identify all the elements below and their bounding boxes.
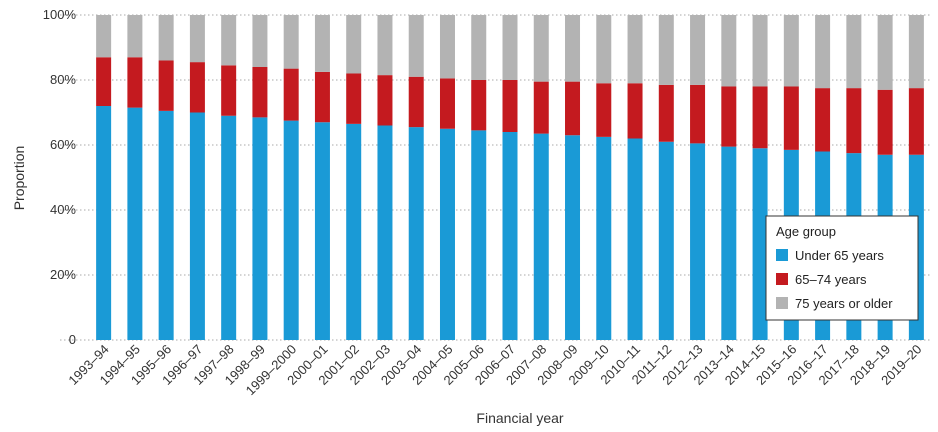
bar-segment-under-65-years	[158, 110, 174, 340]
bar-segment-65-74-years	[690, 84, 706, 144]
bar-segment-75-years-or-older	[96, 15, 112, 58]
bar-segment-under-65-years	[377, 125, 393, 340]
bar-segment-65-74-years	[158, 60, 174, 111]
bar-segment-under-65-years	[752, 148, 768, 340]
bar-segment-under-65-years	[533, 133, 549, 340]
bar-segment-75-years-or-older	[189, 15, 205, 63]
bar-segment-65-74-years	[377, 75, 393, 126]
bar-segment-75-years-or-older	[314, 15, 330, 72]
bar-segment-75-years-or-older	[658, 15, 674, 85]
legend-swatch-under-65	[776, 249, 788, 261]
legend-swatch-75-plus	[776, 297, 788, 309]
bar-segment-75-years-or-older	[690, 15, 706, 85]
bar-segment-65-74-years	[783, 86, 799, 150]
y-tick-label: 60%	[50, 137, 76, 152]
bar-segment-75-years-or-older	[596, 15, 612, 84]
bar-segment-75-years-or-older	[721, 15, 737, 87]
legend-title: Age group	[776, 224, 836, 239]
bar-segment-65-74-years	[127, 57, 143, 108]
bar-segment-75-years-or-older	[377, 15, 393, 76]
bar-segment-65-74-years	[846, 88, 862, 154]
legend-label-under-65: Under 65 years	[795, 248, 884, 263]
bar-segment-under-65-years	[189, 112, 205, 340]
bar-segment-65-74-years	[189, 62, 205, 113]
bar-segment-under-65-years	[690, 143, 706, 340]
bar-segment-75-years-or-older	[221, 15, 237, 66]
bar-segment-65-74-years	[314, 71, 330, 123]
bar-segment-75-years-or-older	[908, 15, 924, 89]
bar-segment-65-74-years	[471, 80, 487, 131]
bar-segment-under-65-years	[283, 120, 299, 340]
bar-segment-under-65-years	[346, 123, 362, 340]
legend-label-65-74: 65–74 years	[795, 272, 867, 287]
bar-segment-75-years-or-older	[627, 15, 643, 84]
bar-segment-75-years-or-older	[752, 15, 768, 87]
bar-segment-under-65-years	[721, 146, 737, 340]
y-tick-label: 20%	[50, 267, 76, 282]
bar-segment-65-74-years	[283, 68, 299, 121]
bar-segment-75-years-or-older	[346, 15, 362, 74]
legend-box	[765, 215, 919, 321]
bar-segment-75-years-or-older	[846, 15, 862, 89]
bar-segment-65-74-years	[908, 88, 924, 155]
bar-segment-75-years-or-older	[283, 15, 299, 69]
bar-segment-75-years-or-older	[471, 15, 487, 80]
y-tick-labels: 0 20% 40% 60% 80% 100%	[43, 7, 77, 347]
bar-segment-under-65-years	[658, 141, 674, 340]
bar-segment-75-years-or-older	[815, 15, 831, 89]
bar-segment-65-74-years	[439, 78, 455, 129]
legend-label-75-plus: 75 years or older	[795, 296, 893, 311]
bar-segment-under-65-years	[627, 138, 643, 340]
legend: Age group Under 65 years 65–74 years 75 …	[765, 215, 919, 321]
bar-segment-65-74-years	[408, 76, 424, 128]
bar-segment-65-74-years	[721, 86, 737, 147]
bar-segment-under-65-years	[221, 115, 237, 340]
bar-segment-under-65-years	[127, 107, 143, 340]
bar-segment-75-years-or-older	[502, 15, 518, 80]
bar-segment-65-74-years	[752, 86, 768, 149]
bar-segment-75-years-or-older	[565, 15, 581, 82]
bar-segment-75-years-or-older	[127, 15, 143, 58]
bar-segment-65-74-years	[596, 83, 612, 137]
bar-segment-75-years-or-older	[533, 15, 549, 82]
y-tick-label: 0	[69, 332, 76, 347]
bar-segment-65-74-years	[252, 67, 268, 118]
y-tick-label: 80%	[50, 72, 76, 87]
y-tick-label: 100%	[43, 7, 77, 22]
bar-segment-under-65-years	[565, 135, 581, 340]
legend-swatch-65-74	[776, 273, 788, 285]
bar-segment-under-65-years	[252, 117, 268, 340]
bar-segment-75-years-or-older	[783, 15, 799, 87]
bar-segment-under-65-years	[471, 130, 487, 340]
bar-segment-65-74-years	[815, 88, 831, 152]
bar-segment-65-74-years	[565, 81, 581, 136]
x-tick-labels: 1993–941994–951995–961996–971997–981998–…	[65, 342, 924, 399]
bar-segment-under-65-years	[596, 136, 612, 340]
y-axis-title: Proportion	[11, 146, 27, 211]
bar-segment-under-65-years	[96, 106, 112, 340]
bar-segment-75-years-or-older	[877, 15, 893, 90]
bar-segment-under-65-years	[502, 132, 518, 340]
bar-segment-75-years-or-older	[439, 15, 455, 79]
y-tick-label: 40%	[50, 202, 76, 217]
bar-segment-65-74-years	[533, 81, 549, 134]
bar-segment-65-74-years	[346, 73, 362, 124]
bar-segment-under-65-years	[408, 127, 424, 340]
bar-segment-65-74-years	[658, 84, 674, 142]
bar-segment-75-years-or-older	[158, 15, 174, 61]
bar-segment-65-74-years	[221, 65, 237, 116]
bar-segment-65-74-years	[96, 57, 112, 106]
bar-segment-under-65-years	[439, 128, 455, 340]
bar-segment-65-74-years	[502, 80, 518, 132]
bar-segment-75-years-or-older	[252, 15, 268, 67]
bar-segment-65-74-years	[627, 83, 643, 139]
gridlines	[60, 14, 932, 341]
x-axis-title: Financial year	[476, 410, 563, 426]
bar-segment-under-65-years	[314, 122, 330, 340]
bar-segment-75-years-or-older	[408, 15, 424, 77]
bar-segment-65-74-years	[877, 89, 893, 155]
